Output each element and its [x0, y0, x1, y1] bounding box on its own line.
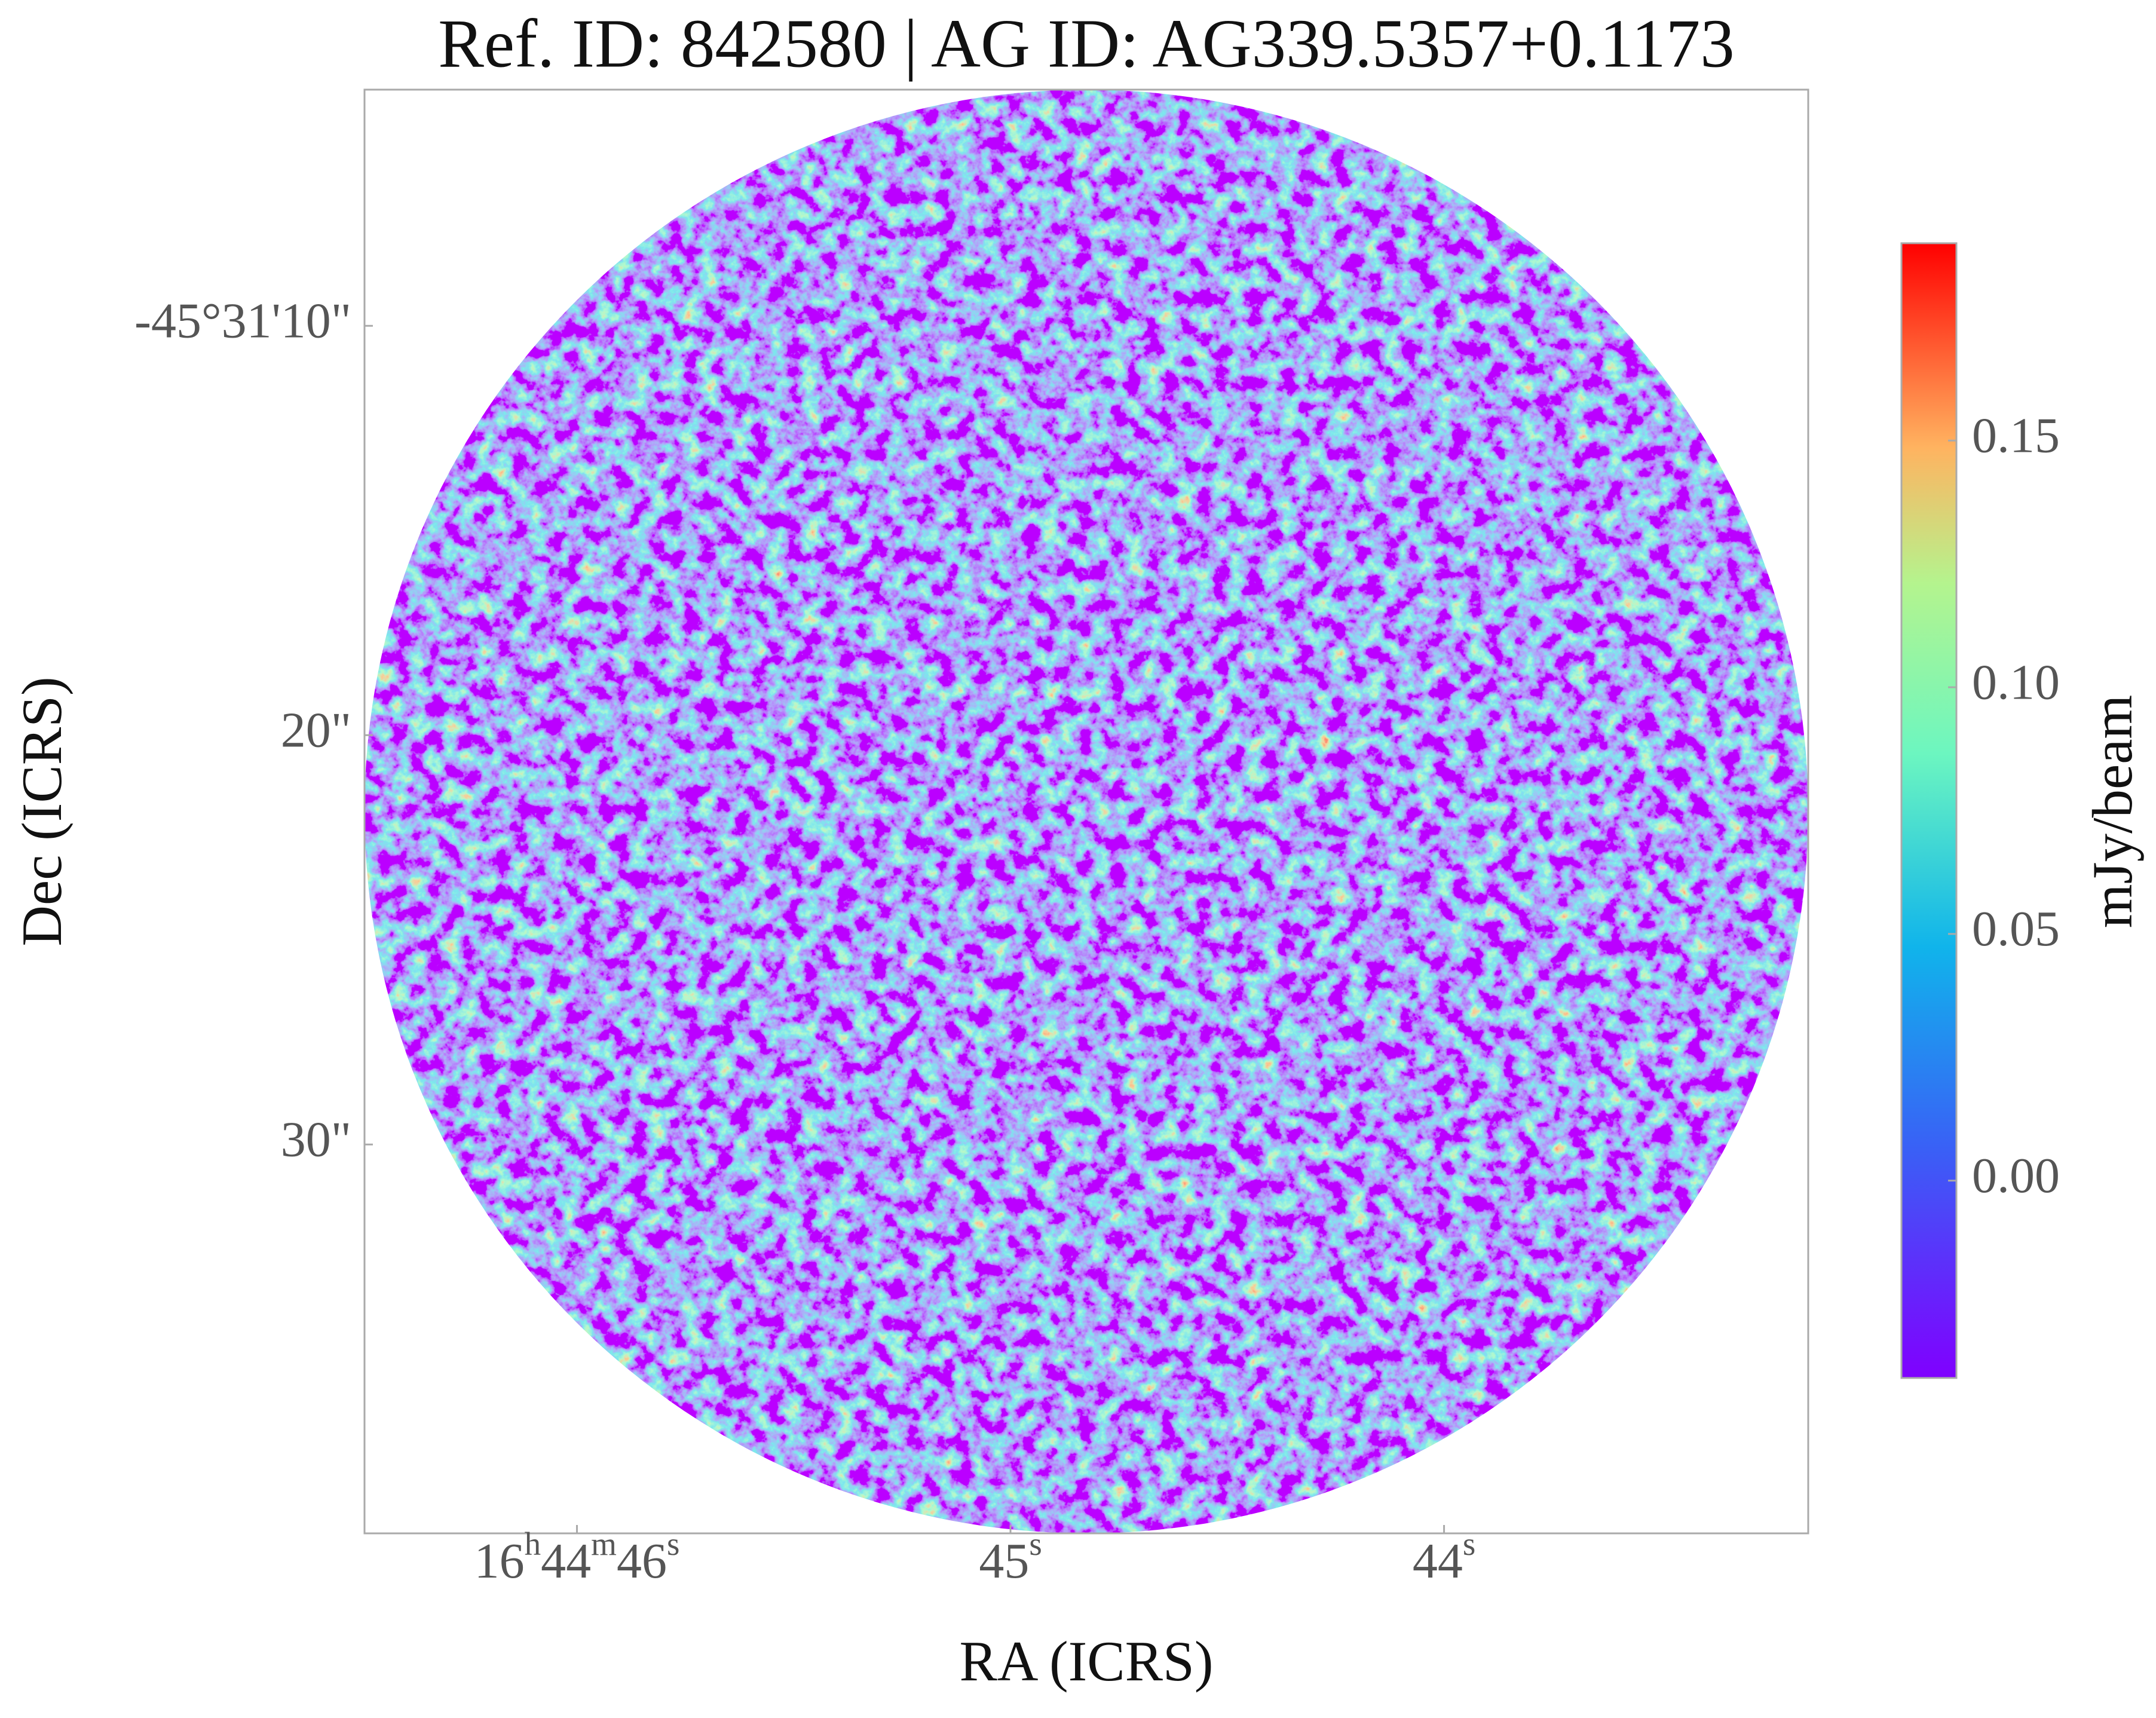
- y-tick-label: -45°31'10": [134, 293, 351, 349]
- x-axis-label: RA (ICRS): [960, 1630, 1214, 1693]
- colorbar: [1900, 242, 1958, 1379]
- x-tick-label: 16h44m46s: [474, 1526, 680, 1589]
- colorbar-tick-label: 0.10: [1972, 654, 2060, 710]
- colorbar-tick-label: 0.15: [1972, 408, 2060, 464]
- colorbar-tick-label: 0.05: [1972, 901, 2060, 957]
- y-axis-label: Dec (ICRS): [10, 676, 74, 946]
- plot-frame: [363, 88, 1809, 1535]
- x-tick-label: 45s: [979, 1526, 1042, 1589]
- ticks: 16h44m46s 45s 44s -45°31'10" 20" 30" 0.00 0.05 0…: [134, 293, 2060, 1589]
- y-tick-label: 30": [281, 1112, 351, 1168]
- image-pixels: [365, 90, 1808, 1533]
- y-tick-label: 20": [281, 703, 351, 758]
- sky-image: [365, 90, 1808, 1533]
- colorbar-label: mJy/beam: [2081, 695, 2144, 928]
- x-tick-label: 44s: [1413, 1526, 1475, 1589]
- chart-title: Ref. ID: 842580 | AG ID: AG339.5357+0.11…: [438, 5, 1735, 81]
- colorbar-tick-label: 0.00: [1972, 1148, 2060, 1203]
